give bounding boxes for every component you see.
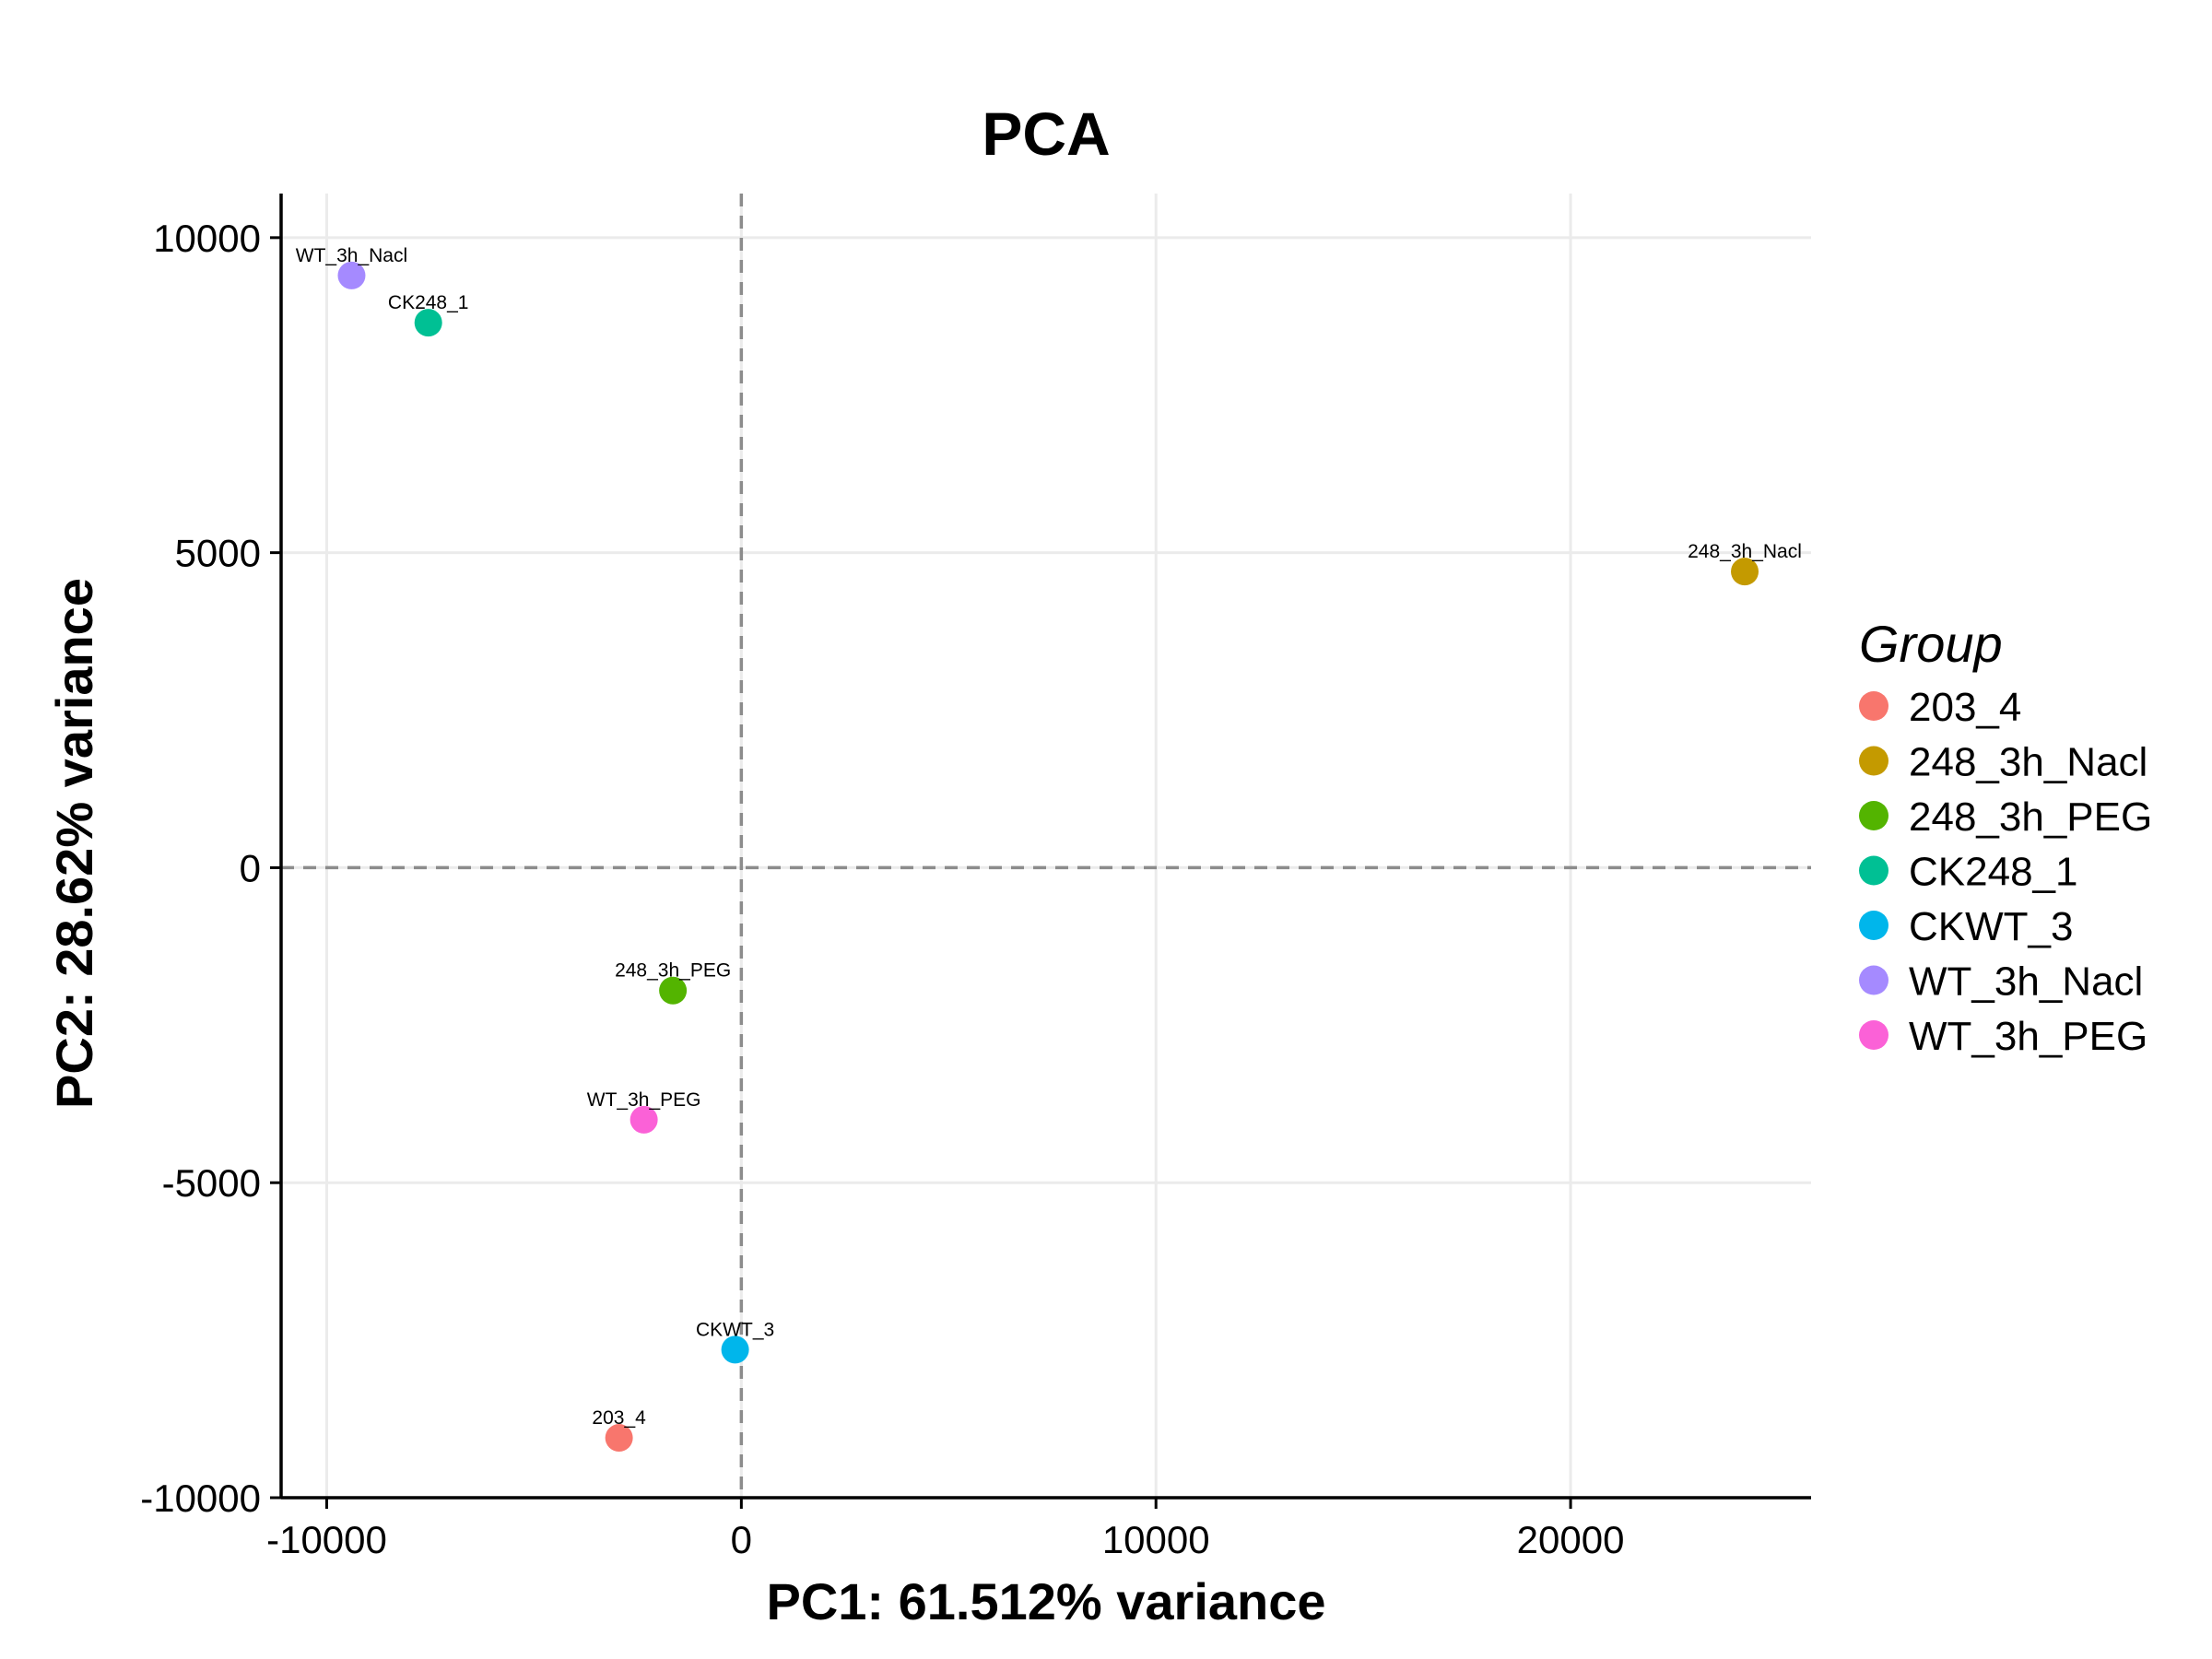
x-axis-title: PC1: 61.512% variance bbox=[766, 1572, 1325, 1630]
legend-label: 203_4 bbox=[1909, 685, 2021, 730]
x-tick-label: 10000 bbox=[1102, 1518, 1210, 1561]
data-point-248_3h_PEG bbox=[659, 976, 688, 1005]
data-point-CKWT_3 bbox=[721, 1335, 749, 1364]
legend-label: WT_3h_PEG bbox=[1909, 1014, 2147, 1059]
legend-key bbox=[1859, 691, 1888, 721]
legend-key bbox=[1859, 911, 1888, 940]
axes: -10000 0 10000 20000 -10000 -5000 0 5000 10000 bbox=[140, 194, 1811, 1561]
legend-label: CK248_1 bbox=[1909, 850, 2077, 895]
data-point-label: 248_3h_Nacl bbox=[1688, 541, 1802, 562]
y-tick-label: 0 bbox=[240, 846, 261, 889]
data-points: 203_4 248_3h_Nacl 248_3h_PEG CK248_1 CKWT_3 W… bbox=[296, 245, 1802, 1453]
data-point-label: WT_3h_PEG bbox=[587, 1089, 701, 1111]
x-tick-label: 0 bbox=[731, 1518, 752, 1561]
y-axis-title: PC2: 28.62% variance bbox=[45, 578, 103, 1109]
legend-label: WT_3h_Nacl bbox=[1909, 959, 2143, 1005]
y-tick-label: 10000 bbox=[153, 217, 261, 260]
legend-key bbox=[1859, 855, 1888, 886]
legend-label: 248_3h_Nacl bbox=[1909, 740, 2147, 785]
legend-key bbox=[1859, 801, 1888, 830]
legend-key bbox=[1859, 965, 1888, 995]
legend-title: Group bbox=[1859, 615, 2003, 673]
data-point-248_3h_Nacl bbox=[1731, 558, 1759, 586]
data-point-WT_3h_PEG bbox=[629, 1105, 658, 1134]
legend: Group 203_4 248_3h_Nacl 248_3h_PEG CK248_1 C… bbox=[1859, 615, 2152, 1059]
legend-label: CKWT_3 bbox=[1909, 904, 2073, 949]
data-point-label: CKWT_3 bbox=[696, 1319, 774, 1340]
legend-key bbox=[1859, 1020, 1888, 1050]
data-point-CK248_1 bbox=[414, 309, 442, 337]
reference-lines bbox=[281, 194, 1811, 1498]
data-point-WT_3h_Nacl bbox=[337, 261, 366, 289]
x-tick-label: -10000 bbox=[266, 1518, 387, 1561]
y-tick-label: 5000 bbox=[175, 532, 261, 575]
data-point-203_4 bbox=[605, 1424, 633, 1453]
data-point-label: 248_3h_PEG bbox=[615, 960, 731, 982]
data-point-label: 203_4 bbox=[592, 1407, 646, 1429]
data-point-label: WT_3h_Nacl bbox=[296, 245, 407, 266]
grid-lines bbox=[281, 194, 1811, 1500]
y-tick-label: -5000 bbox=[162, 1161, 261, 1205]
data-point-label: CK248_1 bbox=[388, 292, 469, 313]
x-tick-label: 20000 bbox=[1517, 1518, 1625, 1561]
legend-label: 248_3h_PEG bbox=[1909, 794, 2152, 840]
chart-title: PCA bbox=[982, 100, 1110, 168]
y-tick-label: -10000 bbox=[140, 1477, 261, 1520]
legend-key bbox=[1859, 746, 1888, 776]
